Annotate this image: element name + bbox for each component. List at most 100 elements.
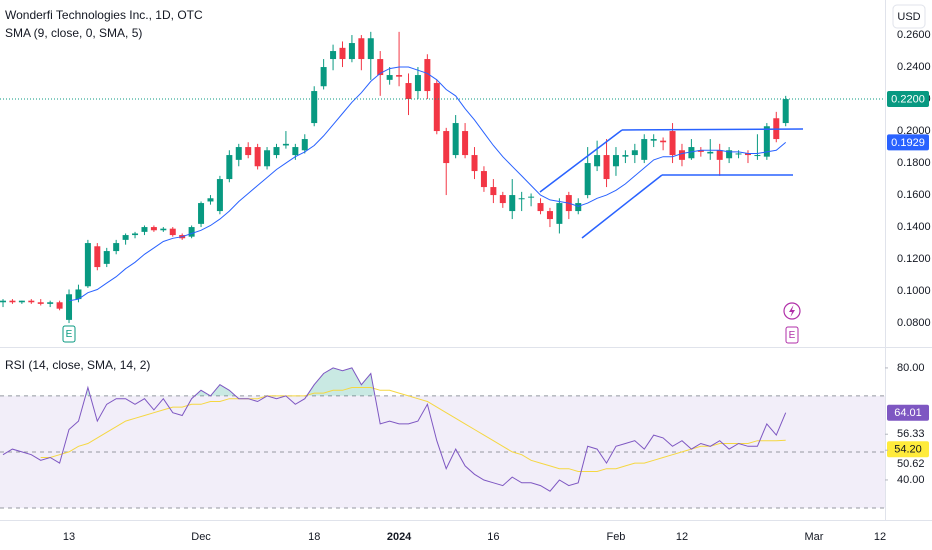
x-tick-label: Mar — [805, 531, 824, 543]
trend-line — [581, 174, 663, 239]
candle-body — [603, 155, 610, 180]
candle-body — [414, 75, 421, 92]
rsi-label: RSI (14, close, SMA, 14, 2) — [5, 358, 150, 372]
event-label: E — [789, 330, 796, 341]
candle-body — [471, 155, 478, 172]
rsi-badge — [887, 404, 929, 421]
candle-body — [669, 131, 676, 156]
rsi-badge-label: 64.01 — [894, 407, 922, 419]
event-icon — [789, 305, 795, 317]
price-badge-label: 0.1929 — [891, 137, 925, 149]
candle-body — [546, 211, 553, 220]
candle-body — [339, 47, 346, 60]
candle-body — [462, 131, 469, 156]
event-dividend: E — [783, 302, 801, 344]
y-tick-label: 40.00 — [897, 474, 925, 486]
candle-body — [0, 300, 7, 303]
candle-body — [480, 171, 487, 188]
candle-body — [707, 151, 714, 154]
candle-body — [377, 59, 384, 76]
candle-body — [499, 195, 506, 204]
candle-body — [726, 150, 733, 159]
candle-body — [113, 243, 120, 252]
event-icon — [785, 326, 799, 344]
candle-body — [386, 75, 393, 80]
candle-body — [660, 140, 667, 143]
candle-body — [226, 155, 233, 180]
candle-body — [66, 294, 73, 320]
candle-body — [433, 83, 440, 132]
candle-body — [47, 302, 54, 304]
event-icon — [62, 325, 76, 343]
candle-body — [396, 75, 403, 77]
candle-body — [490, 187, 497, 196]
x-tick-label: 18 — [308, 531, 320, 543]
event-label: E — [66, 329, 73, 340]
candle-body — [216, 179, 223, 212]
candle-body — [584, 163, 591, 196]
candle-body — [641, 139, 648, 160]
candle-body — [122, 235, 129, 240]
candle-body — [141, 227, 148, 232]
candle-body — [75, 289, 82, 300]
x-tick-label: 13 — [63, 531, 75, 543]
y-tick-label: 0.2400 — [897, 61, 931, 73]
candle-body — [405, 83, 412, 100]
candle-body — [273, 147, 280, 156]
candle-body — [509, 195, 516, 212]
candle-body — [622, 155, 629, 157]
indicator-label: SMA (9, close, 0, SMA, 5) — [5, 26, 142, 40]
x-tick-label: Dec — [191, 531, 211, 543]
candle-body — [282, 143, 289, 146]
y-tick-label: 0.1400 — [897, 221, 931, 233]
rsi-badge — [887, 441, 929, 458]
y-tick-label: 0.1000 — [897, 285, 931, 297]
axes: 13 Dec 18 2024 16 Feb 12 Mar 12 0.2600 0.2400 0.220… — [63, 29, 931, 543]
price-badge — [887, 91, 929, 108]
x-tick-label: Feb — [606, 531, 625, 543]
candle-body — [84, 243, 91, 287]
candle-body — [235, 147, 242, 160]
x-tick-label: 12 — [874, 531, 886, 543]
candle-body — [358, 38, 365, 60]
candle-body — [245, 147, 252, 156]
candle-body — [330, 51, 337, 60]
trend-line — [539, 129, 623, 193]
candle-body — [575, 203, 582, 212]
y-tick-label: 0.1800 — [897, 157, 931, 169]
candle-body — [160, 228, 167, 231]
candle-body — [56, 302, 63, 309]
currency-button[interactable] — [892, 4, 926, 29]
candle-body — [528, 196, 535, 198]
candle-body — [537, 203, 544, 212]
y-tick-label: 0.2000 — [897, 125, 931, 137]
candle-body — [754, 155, 761, 157]
candle-body — [264, 150, 271, 167]
candle-body — [254, 147, 261, 167]
candle-body — [518, 198, 525, 200]
candle-body — [697, 150, 704, 152]
candle-body — [443, 131, 450, 164]
candle-body — [612, 155, 619, 167]
candle-body — [348, 43, 355, 60]
candle-body — [18, 300, 25, 303]
candle-body — [28, 300, 35, 303]
rsi-line — [2, 367, 787, 492]
candle-body — [782, 99, 789, 124]
candle-body — [169, 228, 176, 236]
candle-body — [594, 155, 601, 167]
candle-body — [744, 153, 751, 156]
chart-title: Wonderfi Technologies Inc., 1D, OTC — [5, 8, 203, 22]
x-tick-label: 12 — [676, 531, 688, 543]
candle-body — [452, 123, 459, 156]
event-earnings: E — [62, 325, 76, 343]
candle-body — [198, 203, 205, 224]
sma-line — [68, 66, 787, 302]
candle-body — [103, 251, 110, 264]
y-tick-label: 0.0800 — [897, 317, 931, 329]
y-tick-label: 50.62 — [897, 458, 925, 470]
candle-body — [424, 59, 431, 92]
candle-body — [94, 246, 101, 268]
